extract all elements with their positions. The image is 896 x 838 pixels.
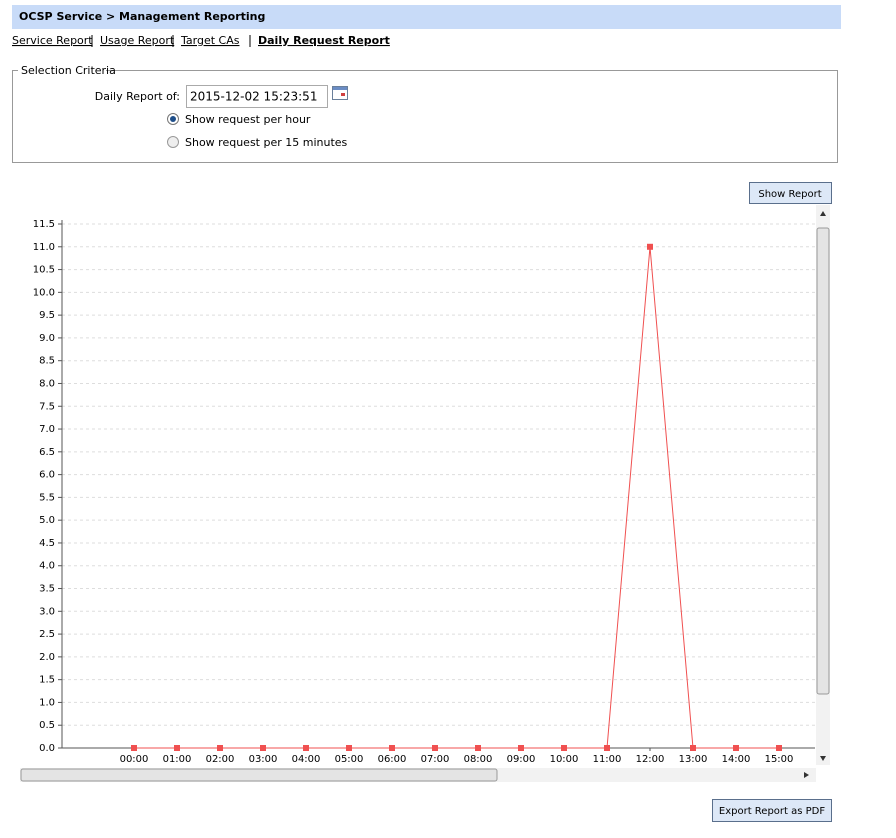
show-report-button[interactable] [749, 182, 832, 204]
x-tick-label: 01:00 [163, 754, 192, 765]
point [389, 745, 395, 751]
y-tick-label: 9.0 [39, 333, 55, 344]
radio[interactable] [167, 136, 179, 148]
y-tick-label: 10.0 [33, 287, 55, 298]
y-tick-label: 0.5 [39, 720, 55, 731]
radio-label: Show request per 15 minutes [185, 136, 348, 149]
y-tick-label: 3.5 [39, 584, 55, 595]
y-tick-label: 5.5 [39, 492, 55, 503]
header-title: OCSP Service > Management Reporting [19, 10, 265, 23]
nav-link-active[interactable]: Daily Request Report [258, 34, 390, 47]
point [647, 243, 653, 250]
x-tick-label: 14:00 [722, 754, 751, 765]
nav-link[interactable]: Target CAs [180, 34, 240, 47]
x-tick-label: 02:00 [206, 754, 235, 765]
y-tick-label: 6.0 [39, 470, 55, 481]
y-tick-label: 2.0 [39, 652, 55, 663]
y-tick-label: 8.5 [39, 356, 55, 367]
point [690, 745, 696, 751]
export-button[interactable] [712, 799, 832, 822]
x-tick-label: 04:00 [292, 754, 321, 765]
point [475, 745, 481, 751]
x-tick-label: 09:00 [507, 754, 536, 765]
y-tick-label: 6.5 [39, 447, 55, 458]
button-label: Show Report [758, 189, 821, 200]
point [733, 745, 739, 751]
point [561, 745, 567, 751]
x-tick-label: 05:00 [335, 754, 364, 765]
calendar-icon[interactable] [332, 86, 348, 100]
point [217, 745, 223, 751]
point [260, 745, 266, 751]
point [303, 745, 309, 751]
legend-bg [18, 64, 106, 76]
point [174, 745, 180, 751]
point [776, 745, 782, 751]
y-tick-label: 4.0 [39, 561, 55, 572]
y-tick-label: 8.0 [39, 378, 55, 389]
v-scrollbar[interactable] [816, 205, 830, 765]
y-tick-label: 7.5 [39, 401, 55, 412]
radio-label: Show request per hour [185, 113, 311, 126]
y-tick-label: 4.5 [39, 538, 55, 549]
y-tick-label: 2.5 [39, 629, 55, 640]
x-tick-label: 07:00 [421, 754, 450, 765]
y-tick-label: 3.0 [39, 606, 55, 617]
y-tick-label: 10.5 [33, 265, 55, 276]
nav-link[interactable]: Service Report [12, 34, 93, 47]
line [134, 246, 779, 749]
y-tick-label: 5.0 [39, 515, 55, 526]
point [131, 745, 137, 751]
point [432, 745, 438, 751]
x-tick-label: 06:00 [378, 754, 407, 765]
y-tick-label: 1.0 [39, 697, 55, 708]
point [346, 745, 352, 751]
x-tick-label: 08:00 [464, 754, 493, 765]
x-tick-label: 00:00 [120, 754, 149, 765]
x-tick-label: 03:00 [249, 754, 278, 765]
y-tick-label: 7.0 [39, 424, 55, 435]
x-tick-label: 12:00 [636, 754, 665, 765]
date-value: 2015-12-02 15:23:51 [190, 90, 317, 104]
y-tick-label: 0.0 [39, 743, 55, 754]
fieldset [12, 70, 838, 163]
nav-link[interactable]: Usage Report [100, 34, 175, 47]
y-tick-label: 9.5 [39, 310, 55, 321]
y-tick-label: 11.5 [33, 219, 55, 230]
x-tick-label: 10:00 [550, 754, 579, 765]
point [604, 745, 610, 751]
x-tick-label: 11:00 [593, 754, 622, 765]
y-tick-label: 1.5 [39, 675, 55, 686]
y-tick-label: 11.0 [33, 242, 55, 253]
header-bar [12, 5, 841, 29]
date-input[interactable] [186, 85, 328, 108]
x-tick-label: 15:00 [765, 754, 794, 765]
radio-dot [170, 116, 176, 122]
h-scrollbar[interactable] [20, 768, 816, 782]
date-label: Daily Report of: [95, 90, 180, 103]
x-tick-label: 13:00 [679, 754, 708, 765]
point [518, 745, 524, 751]
fieldset-legend: Selection Criteria [21, 64, 116, 77]
button-label: Export Report as PDF [719, 806, 825, 817]
